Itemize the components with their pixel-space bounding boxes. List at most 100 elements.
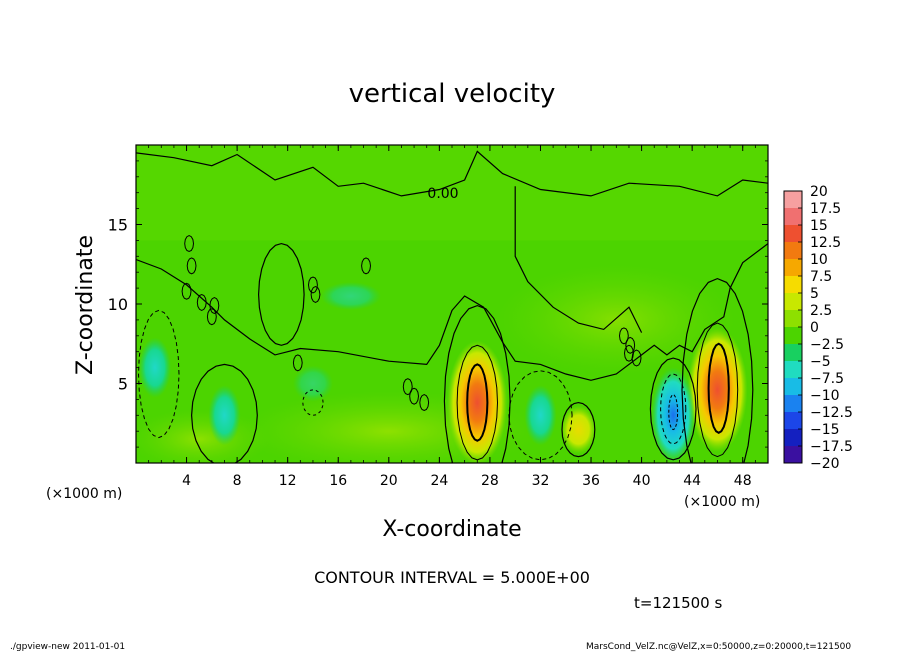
colorbar-swatch: [784, 327, 802, 345]
small-contour: [209, 297, 220, 315]
positive-contour: [707, 342, 730, 434]
zero-contour: [136, 150, 768, 197]
chart-title: vertical velocity: [349, 79, 556, 109]
colorbar-label: 15: [810, 218, 828, 234]
x-tick-label: 40: [633, 473, 651, 489]
small-contour: [623, 344, 634, 362]
zero-contour: [649, 357, 697, 461]
x-tick-label: 28: [481, 473, 499, 489]
plot-area: [136, 145, 768, 463]
zero-contour: [443, 304, 511, 463]
colorbar-label: 12.5: [810, 235, 841, 251]
small-contour: [310, 285, 321, 303]
footer-right: MarsCond_VelZ.nc@VelZ,x=0:50000,z=0:2000…: [586, 642, 851, 652]
x-tick-label: 4: [182, 473, 191, 489]
y-tick-label: 15: [108, 216, 128, 235]
x-tick-label: 44: [683, 473, 701, 489]
small-contour: [184, 235, 195, 253]
small-contour: [206, 308, 217, 326]
colorbar-swatch: [784, 429, 802, 447]
x-tick-label: 24: [430, 473, 448, 489]
colorbar-label: −17.5: [810, 439, 853, 455]
colorbar-swatch: [784, 259, 802, 277]
x-axis-ticks: 4 8 12 16 20 24 28 32 36 40 44 48: [148, 145, 756, 489]
downdraft-cell: [208, 385, 241, 446]
colorbar-label: −15: [810, 422, 840, 438]
contour-interval-text: CONTOUR INTERVAL = 5.000E+00: [314, 568, 590, 587]
x-axis-label: X-coordinate: [382, 517, 521, 542]
colorbar-label: −10: [810, 388, 840, 404]
colorbar-swatch: [784, 344, 802, 362]
x-tick-label: 20: [380, 473, 398, 489]
zero-contour: [681, 277, 754, 463]
colorbar-label: 10: [810, 252, 828, 268]
negative-contour: [302, 389, 324, 416]
colorbar-label: 7.5: [810, 269, 832, 285]
x-unit-left: (×1000 m): [46, 486, 122, 502]
colorbar-swatch: [784, 242, 802, 260]
zero-contour: [514, 186, 643, 333]
x-tick-label: 16: [329, 473, 347, 489]
colorbar-swatch: [784, 361, 802, 379]
colorbar: 2017.51512.5107.552.50−2.5−5−7.5−10−12.5…: [783, 184, 853, 472]
small-contour: [618, 327, 629, 345]
field-blobs: [136, 145, 768, 463]
colorbar-label: 2.5: [810, 303, 832, 319]
colorbar-swatch: [784, 293, 802, 311]
small-contour: [625, 336, 636, 354]
colorbar-swatch: [784, 310, 802, 328]
colorbar-swatch: [784, 276, 802, 294]
small-contour: [409, 387, 420, 405]
small-contour: [361, 257, 372, 275]
colorbar-label: −20: [810, 456, 840, 472]
x-unit-right: (×1000 m): [684, 494, 760, 510]
x-tick-label: 32: [532, 473, 550, 489]
weak-downdraft: [320, 282, 381, 311]
colorbar-label: −12.5: [810, 405, 853, 421]
updraft-cell: [560, 405, 597, 454]
footer-left: ./gpview-new 2011-01-01: [10, 642, 125, 652]
colorbar-label: 17.5: [810, 201, 841, 217]
contour-label: 0.00: [427, 186, 458, 202]
colorbar-label: −5: [810, 354, 831, 370]
y-axis-label: Z-coordinate: [73, 235, 98, 375]
x-tick-label: 8: [233, 473, 242, 489]
negative-contour: [668, 394, 679, 431]
colorbar-swatch: [784, 208, 802, 226]
positive-contour: [456, 344, 499, 461]
colorbar-swatch: [784, 412, 802, 430]
colorbar-label: −7.5: [810, 371, 844, 387]
colorbar-label: 20: [810, 184, 828, 200]
colorbar-label: −2.5: [810, 337, 844, 353]
x-tick-label: 48: [734, 473, 752, 489]
downdraft-cell: [138, 337, 171, 398]
x-tick-label: 12: [279, 473, 297, 489]
zero-contour: [257, 242, 305, 346]
colorbar-swatch: [784, 191, 802, 209]
small-contour: [186, 257, 197, 275]
negative-contour: [137, 309, 180, 439]
time-text: t=121500 s: [634, 594, 722, 612]
small-contour: [292, 354, 303, 372]
colorbar-label: 0: [810, 320, 819, 336]
negative-contour: [660, 373, 687, 445]
colorbar-label: 5: [810, 286, 819, 302]
contour-lines: [136, 150, 768, 463]
y-axis-ticks: 5 10 15: [108, 160, 768, 448]
upper-layer-shade: [136, 145, 768, 241]
positive-contour: [466, 363, 489, 442]
small-contour: [196, 293, 207, 311]
colorbar-swatch: [784, 395, 802, 413]
weak-downdraft: [292, 365, 333, 402]
y-tick-label: 10: [108, 295, 128, 314]
positive-contour: [561, 401, 596, 458]
small-contour: [419, 394, 430, 412]
small-contour: [181, 282, 192, 300]
colorbar-swatch: [784, 378, 802, 396]
small-contour: [307, 276, 318, 294]
downdraft-cell: [524, 385, 557, 446]
downdraft-cell: [651, 367, 696, 463]
updraft-cell: [687, 327, 748, 452]
updraft-cell: [447, 340, 508, 463]
x-tick-label: 36: [582, 473, 600, 489]
